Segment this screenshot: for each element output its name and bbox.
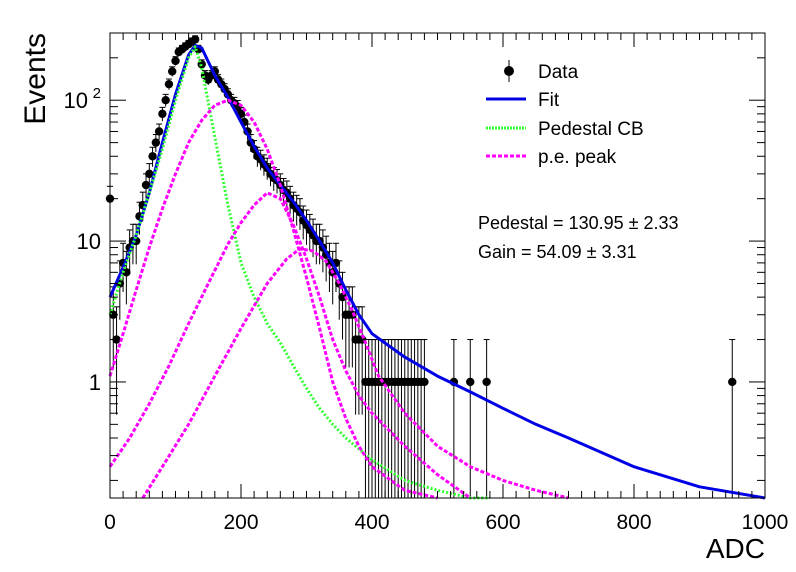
- data-point: [190, 35, 200, 44]
- data-point: [420, 377, 429, 387]
- data-point: [145, 169, 154, 179]
- y-tick-label: 10: [64, 88, 88, 113]
- legend-label-pe-peak: p.e. peak: [538, 147, 617, 168]
- data-point: [168, 67, 177, 76]
- x-tick-label: 1000: [742, 511, 789, 534]
- legend-data-marker: [504, 66, 514, 76]
- data-point: [466, 377, 475, 387]
- x-tick-label: 0: [104, 511, 116, 534]
- series-line-fit-0: [108, 43, 766, 500]
- series-layer: [105, 35, 766, 500]
- legend: Data Fit Pedestal CB p.e. peak: [486, 60, 644, 168]
- data-point: [728, 377, 737, 387]
- data-point: [141, 180, 151, 190]
- y-tick-label-exponent: 2: [93, 85, 101, 102]
- data-point: [482, 377, 491, 387]
- legend-label-pedestal: Pedestal CB: [538, 119, 644, 140]
- data-point: [148, 152, 157, 161]
- data-point: [161, 96, 170, 105]
- legend-entry-pedestal-cb: Pedestal CB: [486, 119, 644, 140]
- annotation-gain: Gain = 54.09 ± 3.31: [478, 242, 637, 262]
- legend-label-data: Data: [538, 62, 579, 83]
- data-point: [171, 56, 180, 66]
- y-tick-label: 10: [77, 229, 101, 254]
- series-line-pedestal-cb-1: [108, 45, 490, 500]
- x-tick-label: 600: [485, 511, 520, 534]
- series-line-p-e-peak-2: [108, 98, 438, 500]
- x-tick-label: 400: [354, 511, 389, 534]
- data-point: [151, 138, 161, 147]
- series-line-p-e-peak-4: [141, 247, 569, 500]
- y-axis-title: Events: [19, 33, 52, 125]
- data-point: [154, 127, 164, 136]
- x-axis-title: ADC: [706, 533, 765, 564]
- y-tick-label: 1: [89, 370, 101, 395]
- legend-label-fit: Fit: [538, 90, 560, 111]
- axes-layer: 0 200 400 600 800 1000 1 10 10 2: [64, 32, 789, 534]
- data-point: [122, 268, 131, 277]
- series-line-p-e-peak-3: [108, 191, 472, 500]
- legend-entry-pe-peak: p.e. peak: [486, 147, 617, 168]
- x-tick-label: 800: [616, 511, 651, 534]
- data-point: [158, 109, 167, 119]
- legend-entry-data: Data: [504, 60, 579, 83]
- data-point: [338, 292, 347, 302]
- annotation-pedestal: Pedestal = 130.95 ± 2.33: [478, 213, 679, 233]
- legend-entry-fit: Fit: [486, 90, 560, 111]
- x-tick-label: 200: [223, 511, 258, 534]
- data-point: [164, 79, 174, 89]
